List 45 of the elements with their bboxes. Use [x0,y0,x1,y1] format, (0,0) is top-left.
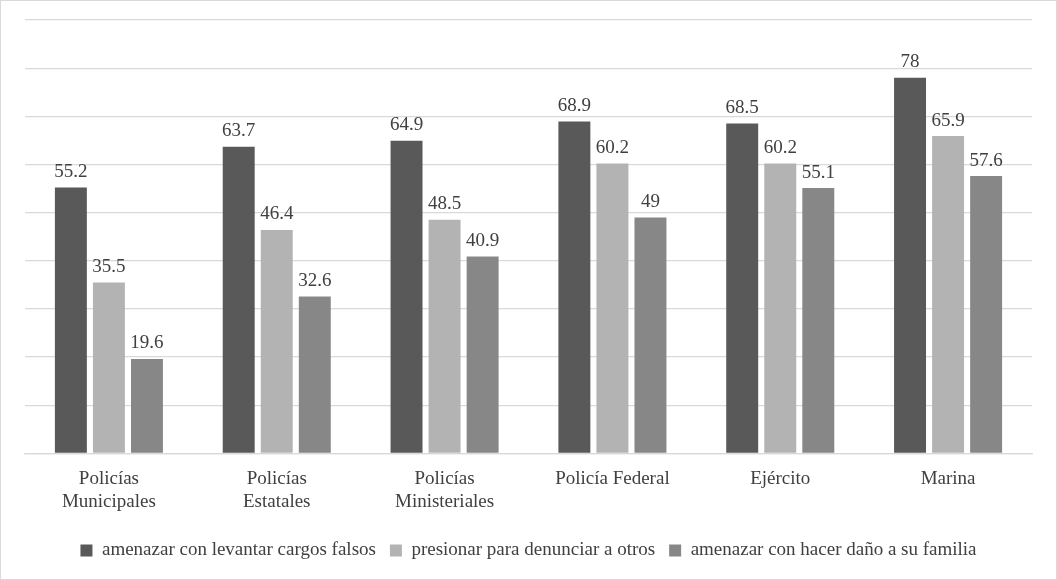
x-tick-label: Policías Municipales [61,466,156,511]
data-label: 68.5 [725,96,759,118]
bar [260,229,293,453]
bar [726,123,759,453]
data-label: 32.6 [298,268,332,290]
legend-label: amenazar con levantar cargos falsos [101,538,376,560]
x-tick-label: Policía Federal [555,466,670,488]
bar [932,136,965,453]
bar [466,256,499,453]
bar [596,163,629,453]
data-label: 55.2 [54,160,88,182]
bar [970,176,1003,453]
bar [634,217,667,453]
x-tick-label: Ejército [750,466,811,488]
x-tick-label: Policías Estatales [242,466,311,511]
bar [390,140,423,453]
data-label: 49 [640,189,660,211]
bar [558,121,591,453]
data-label: 68.9 [557,94,591,116]
data-label: 46.4 [260,202,294,224]
bar [54,187,87,453]
data-label: 55.1 [801,160,835,182]
data-label: 19.6 [130,331,164,353]
bar [298,296,331,453]
data-label: 35.5 [92,254,126,276]
data-label: 60.2 [763,135,797,157]
bar [428,219,461,453]
bar [92,282,125,453]
x-tick-label: Marina [920,466,977,488]
data-label: 48.5 [427,192,462,214]
data-label: 40.9 [466,228,500,250]
bar [894,77,927,453]
data-label: 57.6 [969,148,1003,170]
bar [802,188,835,453]
data-label: 60.2 [595,135,630,157]
bar [130,359,163,453]
data-label: 63.7 [222,119,256,141]
data-label: 64.9 [389,113,424,135]
data-label: 78 [900,50,920,72]
bar [222,146,255,453]
legend-label: amenazar con hacer daño a su familia [690,538,978,560]
data-label: 65.9 [931,108,965,130]
bar [764,163,797,453]
legend-label: presionar para denunciar a otros [411,538,656,560]
x-tick-label: Policías Ministeriales [394,466,495,511]
